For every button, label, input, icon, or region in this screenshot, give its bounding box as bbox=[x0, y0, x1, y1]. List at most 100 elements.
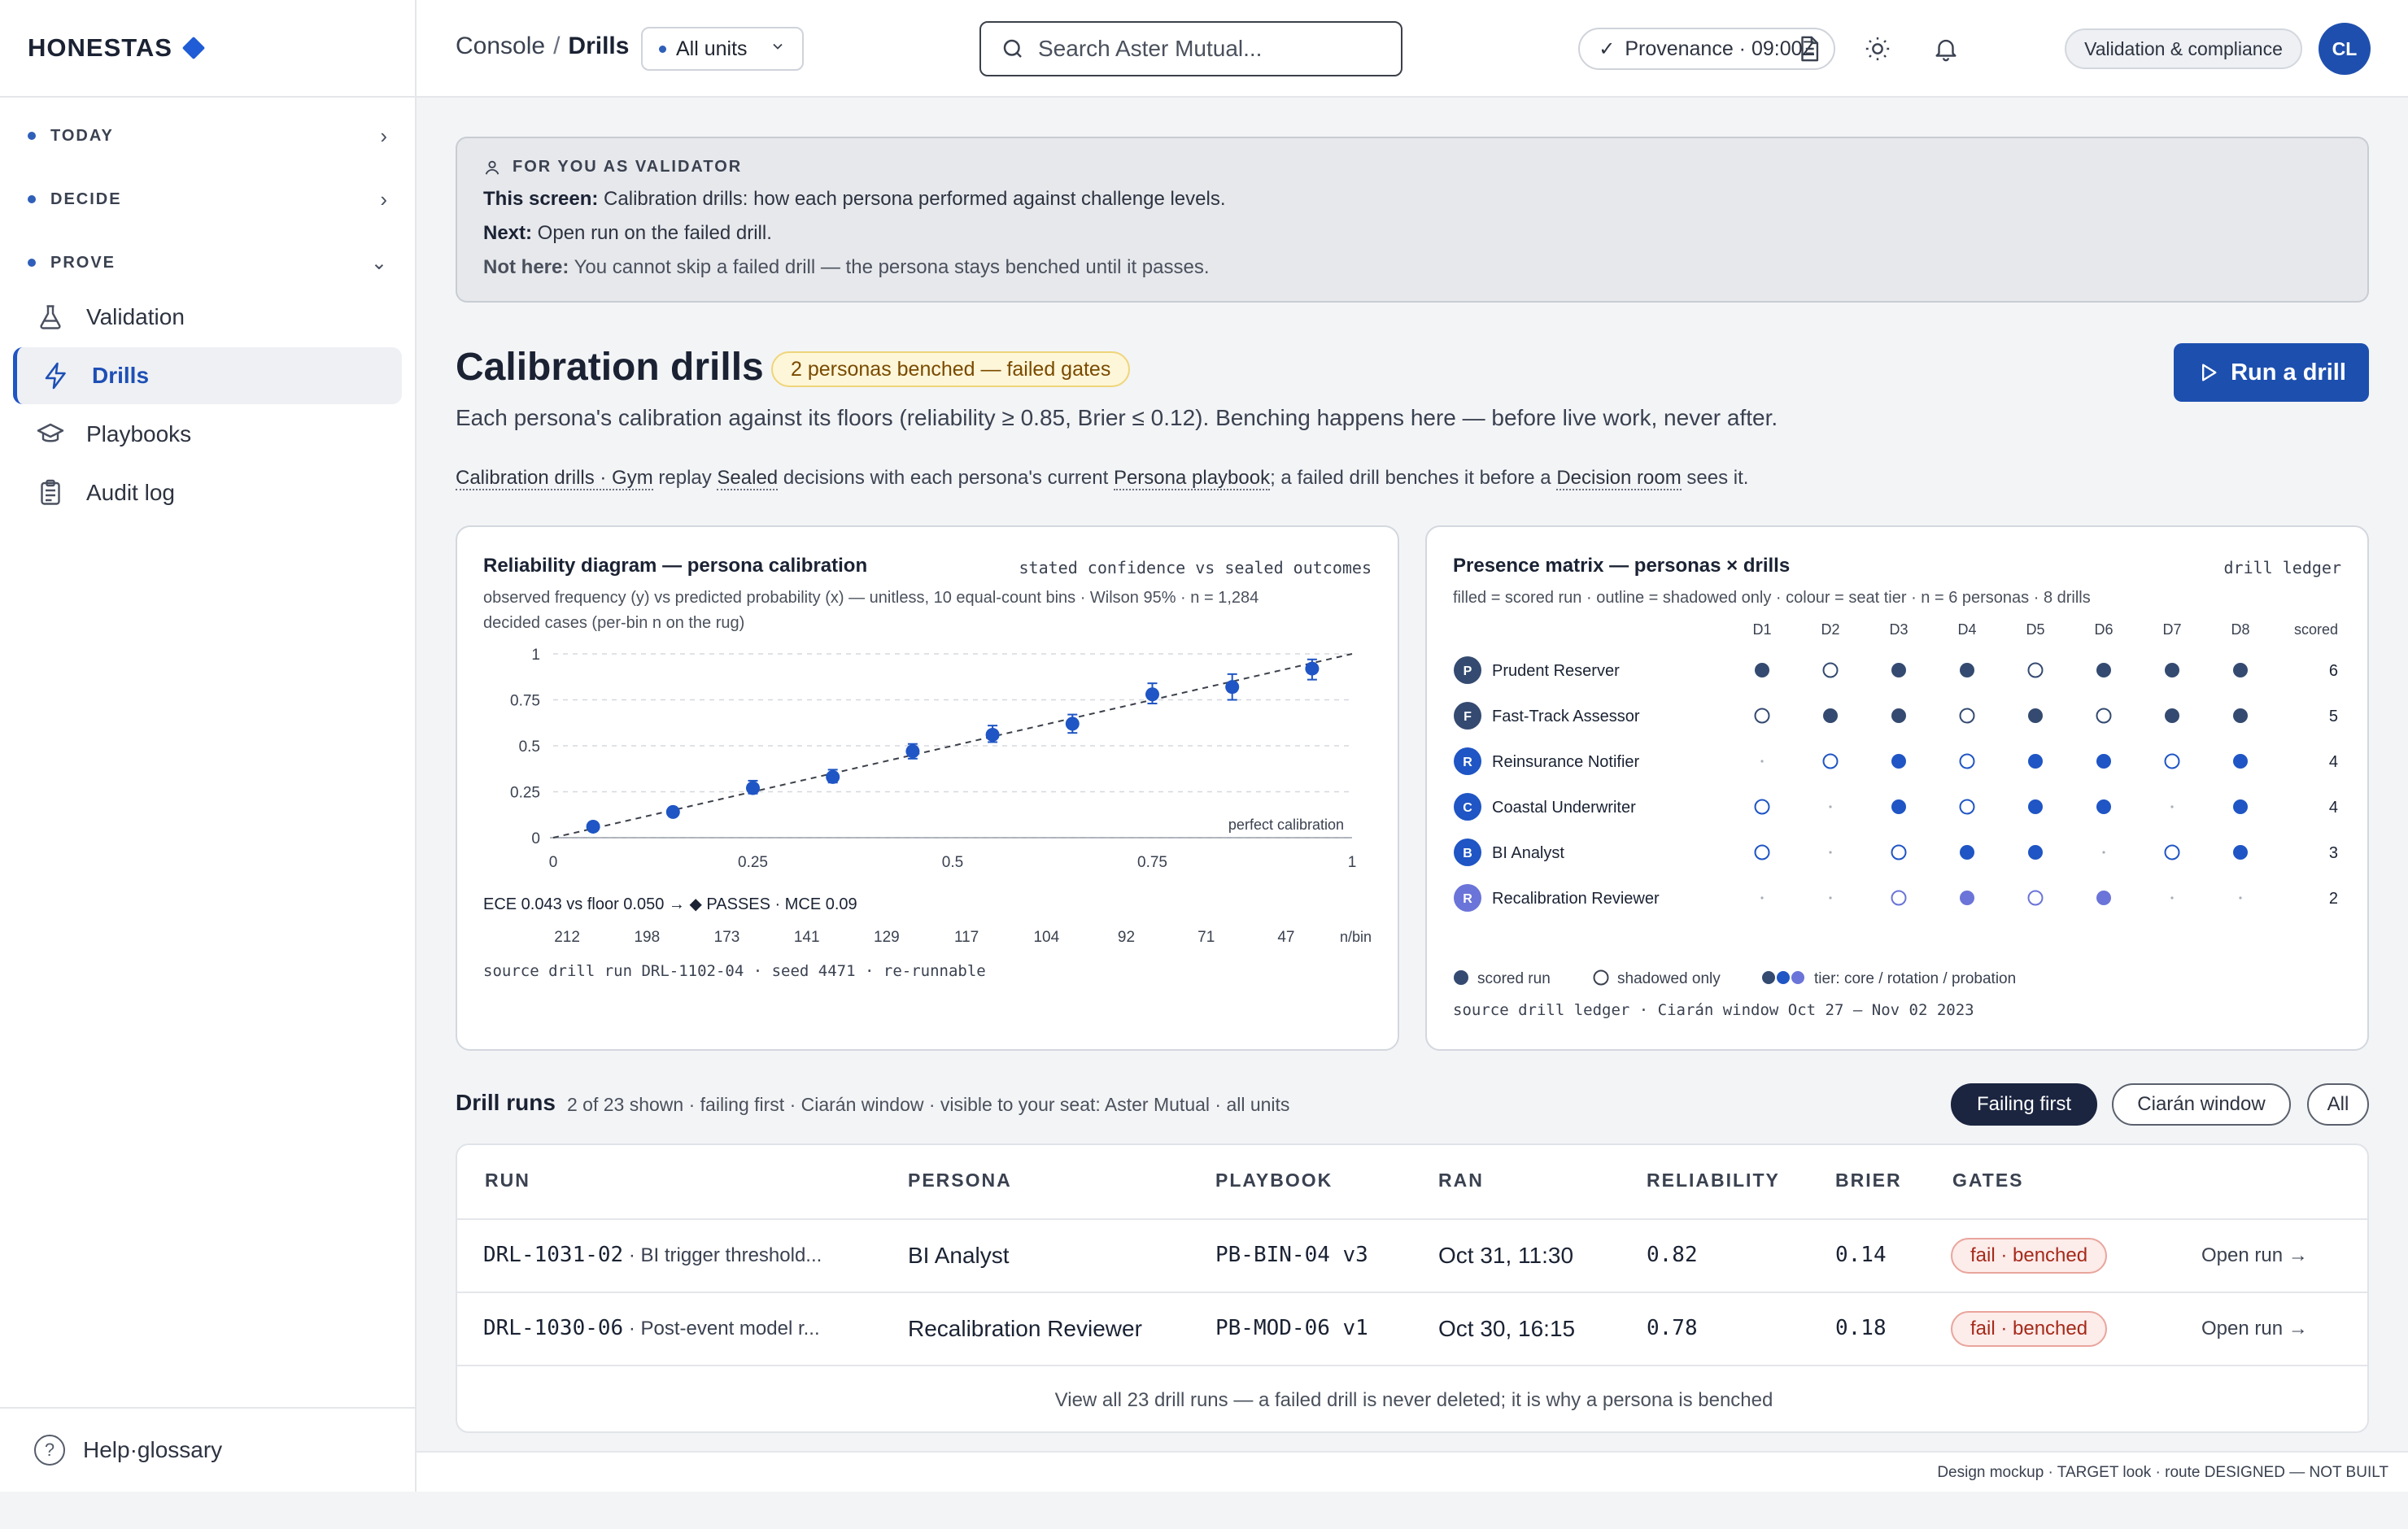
question-icon: ? bbox=[34, 1435, 65, 1466]
cell-scored bbox=[2096, 663, 2111, 677]
col-ran[interactable]: RAN bbox=[1438, 1170, 1484, 1191]
avatar[interactable]: CL bbox=[2319, 23, 2371, 75]
presence-subtitle: filled = scored run · outline = shadowed… bbox=[1453, 589, 2091, 607]
chevron-right-icon: › bbox=[380, 123, 389, 148]
sidebar-item-playbooks[interactable]: Playbooks bbox=[13, 406, 402, 463]
drill-col-header: D4 bbox=[1957, 621, 1976, 638]
cell-scored bbox=[2233, 663, 2248, 677]
data-point bbox=[985, 727, 1000, 742]
reliability-subtitle: observed frequency (y) vs predicted prob… bbox=[483, 586, 1259, 636]
cell-scored bbox=[2233, 708, 2248, 723]
sidebar-item-drills[interactable]: Drills bbox=[13, 347, 402, 404]
glossary-term-persona-playbook[interactable]: Persona playbook bbox=[1113, 467, 1271, 490]
cell-scored bbox=[2165, 663, 2179, 677]
data-point bbox=[905, 744, 920, 759]
filter-ciaran-window[interactable]: Ciarán window bbox=[2112, 1083, 2291, 1126]
n-bin-label: n/bin bbox=[1340, 929, 1372, 945]
legend-tier-label: tier: core / rotation / probation bbox=[1814, 970, 2016, 987]
table-row[interactable]: DRL-1030-06 · Post-event model r... Reca… bbox=[457, 1292, 2367, 1365]
table-row[interactable]: DRL-1031-02 · BI trigger threshold... BI… bbox=[457, 1218, 2367, 1292]
cell-scored bbox=[2096, 754, 2111, 769]
rug-count: 71 bbox=[1197, 929, 1215, 946]
sidebar-item-validation[interactable]: Validation bbox=[13, 289, 402, 346]
view-all-runs-link[interactable]: View all 23 drill runs — a failed drill … bbox=[457, 1365, 2367, 1431]
glossary-term-decision-room[interactable]: Decision room bbox=[1556, 467, 1682, 490]
gloss-text: sees it. bbox=[1681, 467, 1749, 489]
glossary-term-sealed[interactable]: Sealed bbox=[717, 467, 779, 490]
cell-empty bbox=[1760, 896, 1764, 900]
search-box[interactable] bbox=[979, 21, 1402, 76]
persona-initial: C bbox=[1463, 801, 1472, 815]
run-cell[interactable]: DRL-1030-06 · Post-event model r... bbox=[483, 1316, 820, 1340]
filter-all[interactable]: All bbox=[2307, 1083, 2369, 1126]
breadcrumb-console[interactable]: Console bbox=[456, 33, 546, 59]
cell-shadowed bbox=[1891, 890, 1907, 906]
col-persona[interactable]: PERSONA bbox=[908, 1170, 1012, 1191]
open-run-link[interactable]: Open run → bbox=[2201, 1318, 2308, 1340]
next-label: Next: bbox=[483, 222, 533, 244]
cell-scored bbox=[2233, 845, 2248, 860]
nav-section-today[interactable]: TODAY › bbox=[0, 111, 417, 160]
sidebar-item-audit-log[interactable]: Audit log bbox=[13, 464, 402, 521]
document-icon[interactable] bbox=[1793, 33, 1826, 65]
provenance-badge[interactable]: ✓ Provenance · 09:00Z bbox=[1578, 28, 1835, 70]
persona-name: Prudent Reserver bbox=[1492, 662, 1620, 680]
glossary-term-calibration-drills[interactable]: Calibration drills · Gym bbox=[456, 467, 653, 490]
gloss-text: ; a failed drill benches it before a bbox=[1270, 467, 1557, 489]
units-dropdown[interactable]: All units bbox=[641, 27, 804, 71]
persona-initial: P bbox=[1464, 664, 1472, 678]
open-run-link[interactable]: Open run → bbox=[2201, 1244, 2308, 1266]
y-tick-label: 1 bbox=[531, 647, 540, 664]
cell-scored bbox=[1891, 754, 1906, 769]
col-gates[interactable]: GATES bbox=[1952, 1170, 2024, 1191]
search-input[interactable] bbox=[1038, 36, 1380, 62]
screen-text: Calibration drills: how each persona per… bbox=[598, 188, 1226, 210]
validator-next-line: Next: Open run on the failed drill. bbox=[483, 222, 2341, 245]
cell-scored bbox=[2233, 799, 2248, 814]
breadcrumb: Console / Drills bbox=[456, 33, 629, 60]
presence-card: Presence matrix — personas × drills dril… bbox=[1425, 525, 2369, 1051]
legend-shadowed-dot bbox=[1593, 969, 1609, 986]
brier-cell: 0.14 bbox=[1835, 1243, 1887, 1267]
brand-name: HONESTAS bbox=[28, 33, 172, 62]
col-run[interactable]: RUN bbox=[485, 1170, 530, 1191]
run-drill-button[interactable]: Run a drill bbox=[2174, 343, 2369, 402]
cell-scored bbox=[2165, 708, 2179, 723]
cell-empty bbox=[2102, 851, 2105, 854]
section-dot-icon bbox=[28, 259, 36, 267]
rug-count: 92 bbox=[1118, 929, 1135, 946]
data-point bbox=[1225, 680, 1240, 695]
x-tick-label: 0.5 bbox=[942, 854, 963, 871]
rug-count: 47 bbox=[1277, 929, 1294, 946]
persona-cell: Recalibration Reviewer bbox=[908, 1316, 1142, 1341]
presence-aside: drill ledger bbox=[2223, 558, 2342, 577]
col-brier[interactable]: BRIER bbox=[1835, 1170, 1902, 1191]
cell-shadowed bbox=[1959, 799, 1975, 815]
legend-tier-rotation bbox=[1777, 971, 1790, 984]
brier-cell: 0.18 bbox=[1835, 1316, 1887, 1340]
not-text: You cannot skip a failed drill — the per… bbox=[569, 256, 1210, 278]
nav-section-prove[interactable]: PROVE ⌄ bbox=[0, 238, 417, 287]
legend-tier-core bbox=[1762, 971, 1775, 984]
scored-count: 4 bbox=[2329, 753, 2338, 771]
nav-section-decide[interactable]: DECIDE › bbox=[0, 175, 417, 224]
legend-shadowed-label: shadowed only bbox=[1617, 970, 1721, 987]
validation-compliance-badge[interactable]: Validation & compliance bbox=[2065, 28, 2302, 69]
run-id: DRL-1030-06 bbox=[483, 1316, 624, 1340]
validator-callout: FOR YOU AS VALIDATOR This screen: Calibr… bbox=[456, 137, 2369, 303]
y-tick-label: 0 bbox=[531, 830, 540, 847]
filter-failing-first[interactable]: Failing first bbox=[1951, 1083, 2097, 1126]
y-tick-label: 0.5 bbox=[519, 738, 540, 756]
sun-icon[interactable] bbox=[1861, 33, 1894, 65]
reliability-cell: 0.82 bbox=[1647, 1243, 1698, 1267]
persona-avatar bbox=[1454, 884, 1481, 912]
reliability-sub2: decided cases (per-bin n on the rug) bbox=[483, 614, 745, 632]
run-cell[interactable]: DRL-1031-02 · BI trigger threshold... bbox=[483, 1243, 822, 1267]
section-dot-icon bbox=[28, 132, 36, 140]
cell-shadowed bbox=[1891, 844, 1907, 860]
bell-icon[interactable] bbox=[1930, 33, 1962, 65]
col-playbook[interactable]: PLAYBOOK bbox=[1215, 1170, 1333, 1191]
brand-logo[interactable]: HONESTAS bbox=[0, 0, 415, 98]
col-reliability[interactable]: RELIABILITY bbox=[1647, 1170, 1780, 1191]
help-glossary-link[interactable]: ? Help·glossary bbox=[0, 1407, 415, 1492]
